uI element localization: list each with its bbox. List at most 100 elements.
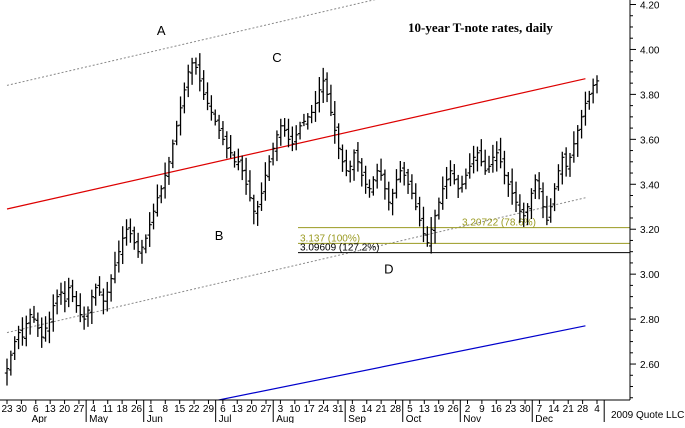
price-bar — [301, 113, 307, 127]
x-tick-label: 22 — [189, 404, 201, 415]
price-bar — [105, 281, 110, 312]
price-bar — [120, 226, 125, 265]
price-bar — [378, 158, 384, 181]
price-bar — [213, 109, 218, 126]
price-bar — [513, 181, 519, 212]
price-bar — [340, 144, 345, 172]
price-bar — [112, 251, 118, 284]
price-bar — [409, 174, 415, 200]
trendline-group — [6, 0, 586, 400]
price-bar — [594, 75, 600, 94]
label-group: A B C D — [157, 23, 394, 277]
price-bar — [459, 175, 465, 193]
price-bar — [162, 162, 168, 199]
x-tick-label: 26 — [131, 404, 143, 415]
x-tick-label: 23 — [505, 404, 517, 415]
x-tick-label: 13 — [45, 404, 57, 415]
price-bar — [201, 70, 206, 100]
price-bar — [128, 218, 133, 243]
price-bar — [425, 226, 430, 247]
price-bar — [560, 151, 565, 185]
price-bar — [479, 139, 484, 167]
price-bar — [309, 104, 314, 124]
price-bar — [533, 174, 538, 199]
price-bar — [170, 139, 176, 169]
month-label: Jun — [147, 414, 163, 423]
price-bar — [548, 198, 553, 223]
fib-label-1: 3.137 (100%) — [300, 233, 360, 244]
price-bar — [294, 125, 299, 151]
price-bar — [475, 146, 480, 172]
price-bar — [155, 184, 160, 217]
price-bar — [220, 121, 226, 146]
fib-label-0: 3.20722 (78.6%) — [462, 218, 536, 229]
fib-level-group: 3.20722 (78.6%) 3.137 (100%)3.09609 (127.… — [298, 218, 630, 254]
price-bar — [471, 145, 476, 174]
price-bar — [552, 183, 557, 212]
price-bar — [274, 130, 280, 162]
x-tick-label: 1 — [148, 404, 154, 415]
price-bar — [116, 240, 122, 273]
price-bar — [428, 217, 434, 254]
price-bar — [108, 274, 114, 302]
y-tick-label: 3.40 — [640, 180, 660, 191]
price-bar — [417, 196, 422, 227]
price-bar — [587, 90, 592, 110]
price-bar — [540, 182, 546, 219]
chart-title: 10-year T-note rates, daily — [408, 20, 553, 35]
price-bar — [467, 153, 472, 179]
price-bar — [93, 283, 98, 306]
x-tick-label: 24 — [318, 404, 330, 415]
x-tick-label: 3 — [278, 404, 284, 415]
x-tick-label: 20 — [246, 404, 258, 415]
wave-label-c: C — [272, 50, 281, 65]
price-bar — [81, 306, 87, 330]
price-bar — [444, 166, 449, 199]
price-bar — [317, 77, 322, 113]
price-bar — [236, 148, 241, 171]
price-bar — [70, 279, 75, 303]
price-bar — [62, 281, 68, 313]
price-bar-group — [4, 53, 600, 386]
price-bar — [132, 226, 137, 250]
price-bar — [436, 197, 442, 220]
wave-label-a: A — [157, 23, 166, 38]
price-bar — [251, 194, 256, 225]
price-bar — [583, 91, 588, 126]
price-bar — [51, 294, 56, 332]
price-bar — [58, 282, 64, 305]
y-tick-label: 2.80 — [640, 315, 660, 326]
price-bar — [89, 289, 95, 325]
y-tick-label: 3.20 — [640, 225, 660, 236]
price-bar — [494, 141, 499, 172]
price-bar — [290, 126, 295, 152]
price-bar — [243, 157, 249, 195]
price-bar — [529, 188, 534, 219]
price-bar — [355, 142, 361, 172]
price-bar — [166, 156, 172, 185]
y-tick-label: 3.60 — [640, 135, 660, 146]
x-tick-label: 31 — [332, 404, 344, 415]
price-bar — [66, 277, 71, 308]
x-tick-label: 8 — [350, 404, 356, 415]
price-bar — [124, 219, 129, 246]
price-bar — [374, 163, 380, 189]
price-bar — [74, 291, 79, 313]
month-label: Nov — [463, 414, 481, 423]
x-tick-label: 27 — [73, 404, 85, 415]
price-bar — [186, 64, 191, 98]
x-tick-label: 16 — [491, 404, 503, 415]
price-bar — [401, 161, 407, 186]
wave-label-d: D — [384, 262, 393, 277]
price-bar — [282, 118, 287, 137]
price-bar — [35, 312, 41, 337]
y-tick-label: 4.20 — [640, 0, 660, 11]
y-tick-label: 3.80 — [640, 90, 660, 101]
price-bar — [321, 67, 326, 103]
x-tick-label: 10 — [289, 404, 301, 415]
price-bar — [421, 206, 426, 243]
price-bar — [216, 114, 222, 140]
price-bar — [247, 170, 253, 202]
price-bar — [151, 203, 156, 230]
x-tick-label: 23 — [1, 404, 13, 415]
